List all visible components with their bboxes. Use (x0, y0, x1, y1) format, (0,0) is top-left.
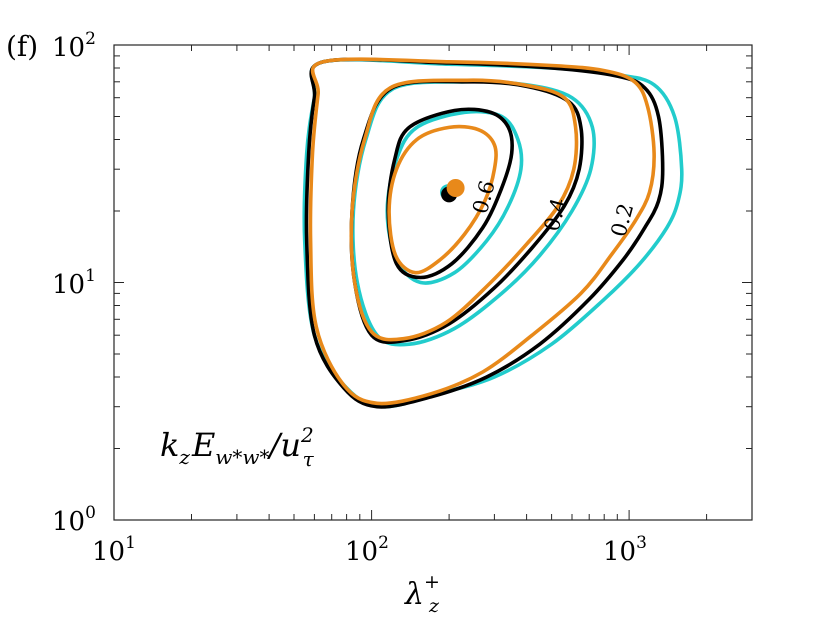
axis-ticks (113, 44, 753, 521)
contour-orange-level-0.6 (387, 124, 498, 275)
x-tick-label: 101 (92, 533, 136, 567)
panel-label: (f) (6, 30, 38, 63)
y-tick-label: 101 (52, 266, 96, 300)
x-tick-label: 103 (603, 533, 647, 567)
y-tick-labels: 100 101 102 (52, 29, 96, 537)
x-tick-labels: 101 102 103 (92, 533, 647, 567)
peak-markers (440, 179, 465, 203)
peak-marker-orange (446, 179, 465, 197)
contour-orange-level-0.4 (349, 78, 579, 342)
quantity-annotation: kzEw*w*/u2 τ (160, 423, 315, 471)
contour-black-level-0.2 (304, 57, 665, 409)
x-tick-label: 102 (345, 533, 389, 567)
contour-lines (302, 57, 684, 409)
contour-orange-level-0.2 (308, 57, 656, 406)
y-tick-label: 102 (52, 29, 96, 63)
x-axis-label: λ+ z (404, 571, 440, 617)
y-tick-label: 100 (52, 503, 96, 537)
